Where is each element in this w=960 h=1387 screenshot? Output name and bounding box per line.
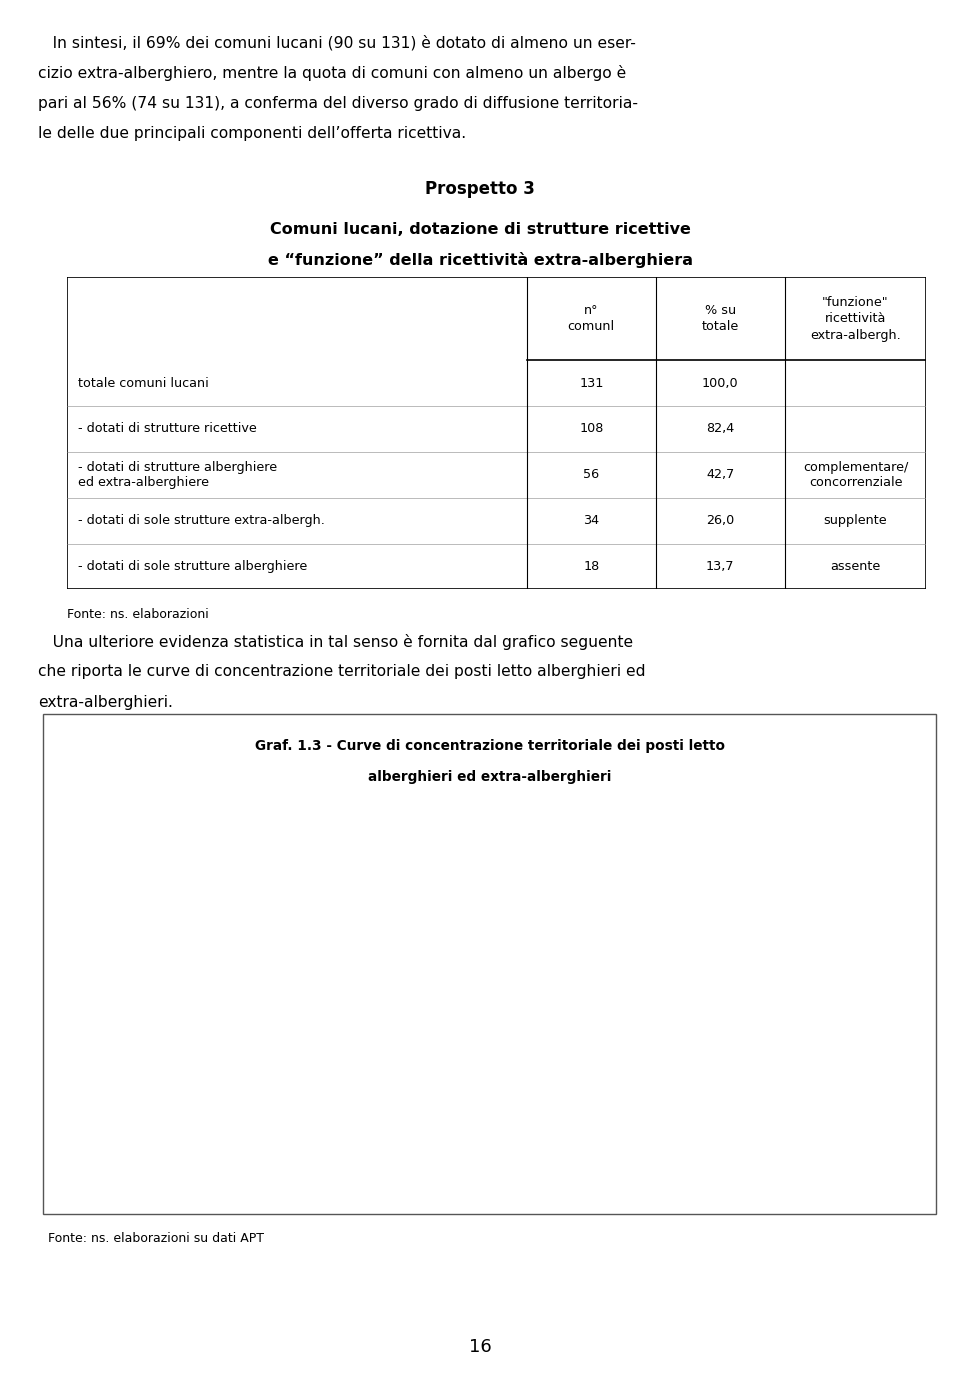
Text: assente: assente: [830, 560, 880, 573]
Text: complementare/
concorrenziale: complementare/ concorrenziale: [803, 460, 908, 490]
Text: Prospetto 3: Prospetto 3: [425, 180, 535, 198]
Text: 131: 131: [579, 376, 604, 390]
Text: e “funzione” della ricettività extra-alberghiera: e “funzione” della ricettività extra-alb…: [268, 252, 692, 269]
Text: 16: 16: [468, 1338, 492, 1356]
Text: - dotati di strutture alberghiere
ed extra-alberghiere: - dotati di strutture alberghiere ed ext…: [78, 460, 276, 490]
Text: 82,4: 82,4: [706, 423, 734, 436]
Text: supplente: supplente: [824, 515, 887, 527]
Text: 18: 18: [583, 560, 599, 573]
Text: n°
comunl: n° comunl: [567, 304, 614, 333]
Text: p.l. extra-alb.: p.l. extra-alb.: [615, 960, 717, 974]
Text: totale comuni lucani: totale comuni lucani: [78, 376, 208, 390]
Text: p.l. alb.: p.l. alb.: [753, 1072, 809, 1086]
Text: extra-alberghieri.: extra-alberghieri.: [38, 695, 173, 710]
X-axis label: % cumulate dei comuni: % cumulate dei comuni: [440, 1153, 597, 1165]
Text: alberghieri ed extra-alberghieri: alberghieri ed extra-alberghieri: [368, 770, 612, 784]
Text: Graf. 1.3 - Curve di concentrazione territoriale dei posti letto: Graf. 1.3 - Curve di concentrazione terr…: [254, 739, 725, 753]
Text: - dotati di sole strutture alberghiere: - dotati di sole strutture alberghiere: [78, 560, 307, 573]
Text: Fonte: ns. elaborazioni: Fonte: ns. elaborazioni: [67, 608, 209, 620]
Text: Una ulteriore evidenza statistica in tal senso è fornita dal grafico seguente: Una ulteriore evidenza statistica in tal…: [38, 634, 634, 651]
Text: 42,7: 42,7: [706, 469, 734, 481]
Text: 13,7: 13,7: [706, 560, 734, 573]
Text: 56: 56: [584, 469, 599, 481]
Text: "funzione"
ricettività
extra-albergh.: "funzione" ricettività extra-albergh.: [810, 295, 900, 341]
Text: pari al 56% (74 su 131), a conferma del diverso grado di diffusione territoria-: pari al 56% (74 su 131), a conferma del …: [38, 96, 638, 111]
Text: % su
totale: % su totale: [702, 304, 739, 333]
Text: - dotati di strutture ricettive: - dotati di strutture ricettive: [78, 423, 256, 436]
Text: che riporta le curve di concentrazione territoriale dei posti letto alberghieri : che riporta le curve di concentrazione t…: [38, 664, 646, 680]
Text: 34: 34: [584, 515, 599, 527]
FancyBboxPatch shape: [67, 277, 926, 589]
Text: cizio extra-alberghiero, mentre la quota di comuni con almeno un albergo è: cizio extra-alberghiero, mentre la quota…: [38, 65, 627, 82]
Text: 26,0: 26,0: [706, 515, 734, 527]
Text: le delle due principali componenti dell’offerta ricettiva.: le delle due principali componenti dell’…: [38, 126, 467, 141]
Text: 100,0: 100,0: [702, 376, 738, 390]
Text: 108: 108: [579, 423, 604, 436]
Text: Fonte: ns. elaborazioni su dati APT: Fonte: ns. elaborazioni su dati APT: [48, 1232, 264, 1244]
Text: Comuni lucani, dotazione di strutture ricettive: Comuni lucani, dotazione di strutture ri…: [270, 222, 690, 237]
Text: In sintesi, il 69% dei comuni lucani (90 su 131) è dotato di almeno un eser-: In sintesi, il 69% dei comuni lucani (90…: [38, 35, 636, 50]
Y-axis label: % cumulate dei posti letto: % cumulate dei posti letto: [54, 895, 66, 1058]
Text: - dotati di sole strutture extra-albergh.: - dotati di sole strutture extra-albergh…: [78, 515, 324, 527]
